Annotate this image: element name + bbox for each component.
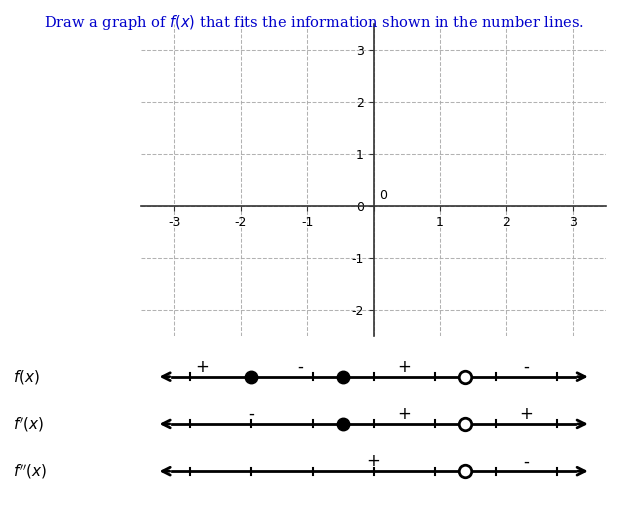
- Text: $f'(x)$: $f'(x)$: [13, 415, 44, 434]
- Text: -: -: [524, 358, 529, 376]
- Text: +: +: [195, 358, 209, 376]
- Text: Draw a graph of $f(x)$ that fits the information shown in the number lines.: Draw a graph of $f(x)$ that fits the inf…: [44, 13, 584, 32]
- Text: $f(x)$: $f(x)$: [13, 368, 40, 386]
- Text: 0: 0: [379, 189, 387, 202]
- Text: -: -: [297, 358, 303, 376]
- Text: -: -: [524, 453, 529, 470]
- Text: +: +: [398, 358, 411, 376]
- Text: -: -: [249, 405, 254, 423]
- Text: +: +: [367, 453, 381, 470]
- Text: +: +: [398, 405, 411, 423]
- Text: $f''(x)$: $f''(x)$: [13, 462, 47, 481]
- Text: +: +: [519, 405, 533, 423]
